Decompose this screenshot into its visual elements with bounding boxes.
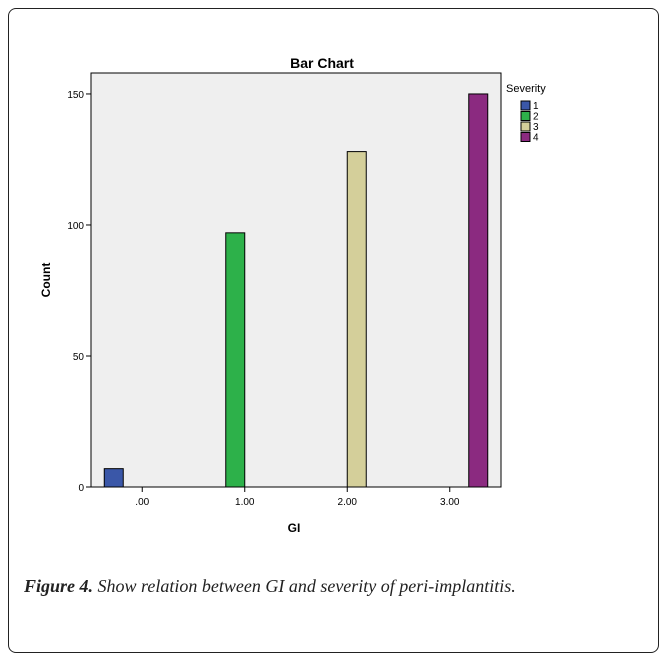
legend-swatch [520, 132, 531, 142]
x-tick-label: 1.00 [235, 497, 255, 508]
y-axis-label: Count [39, 263, 53, 298]
plot-area [90, 72, 502, 488]
x-tick-label: .00 [135, 497, 149, 508]
x-axis-label: GI [288, 521, 301, 535]
bar-severity-2 [225, 232, 246, 488]
y-tick-label: 100 [67, 221, 84, 232]
figure-caption-text: Show relation between GI and severity of… [93, 576, 516, 596]
y-tick-label: 150 [67, 90, 84, 101]
legend-label: 1 [533, 101, 539, 112]
x-tick-label: 2.00 [338, 497, 358, 508]
legend-swatch [520, 111, 531, 121]
y-tick-label: 50 [73, 352, 85, 363]
y-tick-label: 0 [78, 483, 84, 494]
chart-title: Bar Chart [290, 55, 354, 71]
bar-severity-3 [346, 151, 367, 488]
legend-label: 2 [533, 112, 539, 123]
figure-label: Figure 4. [24, 576, 94, 596]
legend-swatch [520, 121, 531, 132]
legend-title: Severity [506, 83, 546, 95]
x-tick-label: 3.00 [440, 497, 460, 508]
bar-severity-4 [468, 93, 489, 488]
figure-caption: Figure 4. Show relation between GI and s… [24, 572, 624, 600]
legend-label: 3 [533, 122, 539, 133]
bar-severity-1 [103, 468, 124, 488]
legend-swatch [520, 100, 531, 111]
bar-chart: Bar Chart 0 50 100 150 .00 1.00 2.00 3.00 Coun… [39, 55, 546, 535]
legend-label: 4 [533, 133, 539, 144]
